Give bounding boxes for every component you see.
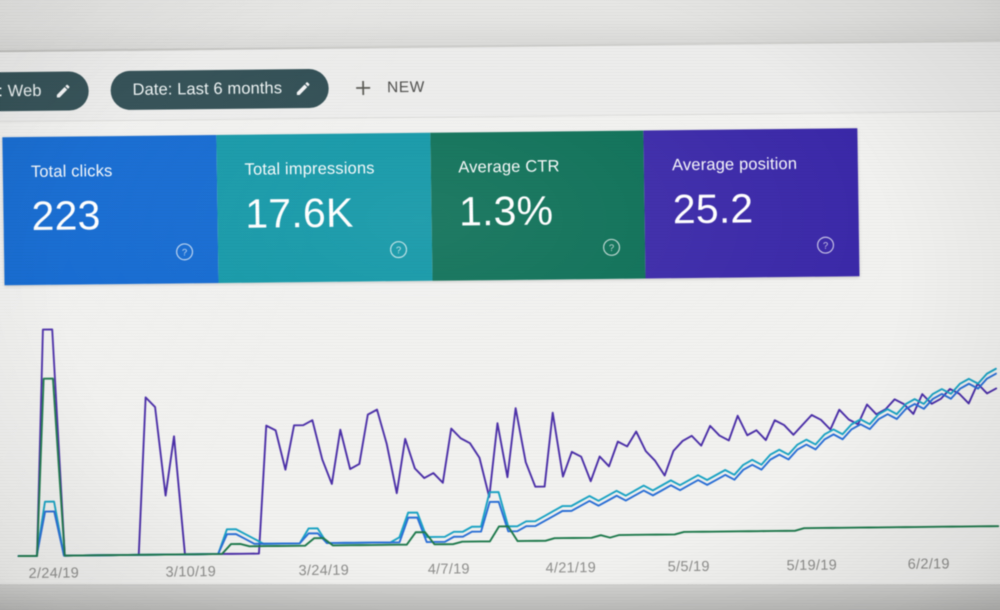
- performance-report-body: La Total clicks 223 ? Total impressions …: [0, 111, 1000, 610]
- chart-series-group: [15, 320, 998, 557]
- chart-line-total-clicks: [16, 374, 999, 556]
- help-circle-icon[interactable]: ?: [816, 236, 835, 255]
- help-circle-icon[interactable]: ?: [388, 240, 407, 259]
- metric-card-average-ctr[interactable]: Average CTR 1.3% ?: [429, 130, 646, 281]
- metric-card-title: Average CTR: [458, 157, 560, 177]
- x-axis-tick-label: 4/7/19: [427, 561, 470, 578]
- svg-text:?: ?: [823, 241, 828, 252]
- x-axis-tick-label: 5/5/19: [667, 558, 710, 576]
- pencil-icon[interactable]: [54, 83, 71, 100]
- filter-toolbar: type: Web Date: Last 6 months: [0, 41, 1000, 123]
- pencil-icon[interactable]: [295, 80, 312, 97]
- chart-plot-area: [5, 292, 1000, 562]
- metric-card-row: Total clicks 223 ? Total impressions 17.…: [2, 128, 860, 286]
- svg-text:?: ?: [395, 245, 400, 256]
- metric-card-value: 223: [31, 192, 101, 239]
- x-axis-tick-label: 3/10/19: [165, 564, 217, 581]
- add-new-filter-label: NEW: [386, 78, 426, 96]
- svg-text:?: ?: [609, 243, 614, 254]
- help-circle-icon[interactable]: ?: [602, 238, 621, 257]
- metric-card-title: Average position: [671, 154, 798, 175]
- svg-text:?: ?: [182, 247, 187, 258]
- filter-chip-row: type: Web Date: Last 6 months: [0, 68, 425, 113]
- add-new-filter-button[interactable]: NEW: [351, 77, 425, 99]
- metric-card-value: 25.2: [672, 185, 754, 233]
- plus-icon: [356, 80, 371, 95]
- help-circle-icon[interactable]: ?: [175, 242, 194, 261]
- filter-chip-search-type-label: type: Web: [0, 81, 42, 101]
- x-axis-tick-label: 6/2/19: [907, 556, 950, 573]
- x-axis-tick-label: 3/24/19: [298, 562, 350, 580]
- metric-card-total-impressions[interactable]: Total impressions 17.6K ?: [216, 132, 433, 284]
- x-axis-tick-label: 4/21/19: [545, 560, 597, 577]
- metric-card-title: Total clicks: [30, 162, 113, 181]
- performance-line-chart[interactable]: [5, 292, 1000, 562]
- metric-card-average-position[interactable]: Average position 25.2 ?: [643, 128, 860, 279]
- filter-chip-search-type[interactable]: type: Web: [0, 71, 89, 113]
- x-axis-tick-label: 2/24/19: [28, 565, 80, 582]
- metric-card-value: 1.3%: [458, 187, 554, 235]
- metric-card-title: Total impressions: [244, 159, 375, 179]
- x-axis-tick-label: 5/19/19: [786, 557, 838, 575]
- filter-chip-date-range-label: Date: Last 6 months: [132, 79, 283, 99]
- filter-chip-date-range[interactable]: Date: Last 6 months: [110, 68, 330, 111]
- metric-card-value: 17.6K: [244, 189, 354, 237]
- desk-surface: [0, 584, 1000, 610]
- metric-card-total-clicks[interactable]: Total clicks 223 ?: [2, 135, 219, 286]
